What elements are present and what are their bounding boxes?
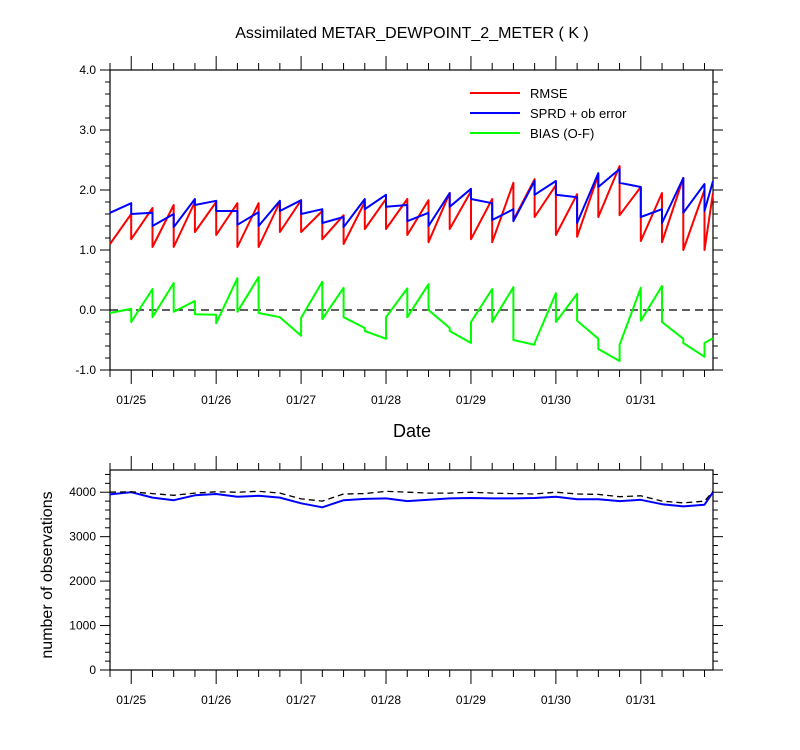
- x-tick-label: 01/25: [116, 393, 146, 407]
- series-line-1: [109, 490, 714, 504]
- legend-label-sprd: SPRD + ob error: [530, 106, 627, 121]
- x-tick-label: 01/29: [456, 393, 486, 407]
- y-tick-label: -1.0: [75, 363, 96, 377]
- y-tick-labels-bottom: 0 1000 2000 3000 4000: [69, 485, 96, 677]
- series-line-0: [109, 165, 714, 251]
- axis-ticks-bottom: [100, 456, 723, 684]
- x-tick-labels: 01/25 01/26 01/27 01/28 01/29 01/30 01/31: [116, 393, 656, 407]
- chart-title: Assimilated METAR_DEWPOINT_2_METER ( K ): [235, 25, 589, 42]
- x-tick-label: 01/28: [371, 393, 401, 407]
- x-axis-label: Date: [393, 421, 431, 441]
- rmse-bias-chart: Assimilated METAR_DEWPOINT_2_METER ( K )…: [75, 25, 723, 441]
- x-tick-label: 01/29: [456, 693, 486, 707]
- x-tick-label: 01/27: [286, 693, 316, 707]
- x-tick-label: 01/31: [626, 693, 656, 707]
- series-lines-bottom: [109, 490, 714, 509]
- x-tick-label: 01/26: [201, 693, 231, 707]
- x-tick-label: 01/25: [116, 693, 146, 707]
- series-line-0: [109, 491, 714, 509]
- y-tick-label: 3000: [69, 530, 96, 544]
- x-tick-label: 01/26: [201, 393, 231, 407]
- x-tick-label: 01/31: [626, 393, 656, 407]
- y-tick-label: 0.0: [79, 303, 96, 317]
- y-tick-label: 1.0: [79, 243, 96, 257]
- y-axis-label: number of observations: [39, 491, 56, 658]
- x-tick-label: 01/30: [541, 693, 571, 707]
- y-tick-label: 4000: [69, 485, 96, 499]
- y-tick-label: 2000: [69, 574, 96, 588]
- plot-frame-bottom: [109, 469, 714, 671]
- x-tick-labels-bottom: 01/25 01/26 01/27 01/28 01/29 01/30 01/31: [116, 693, 656, 707]
- plot-frame: [109, 69, 714, 371]
- x-tick-label: 01/30: [541, 393, 571, 407]
- series-lines: [109, 165, 714, 362]
- y-tick-labels: -1.0 0.0 1.0 2.0 3.0 4.0: [75, 63, 96, 377]
- x-tick-label: 01/27: [286, 393, 316, 407]
- legend: RMSE SPRD + ob error BIAS (O-F): [470, 86, 627, 141]
- series-line-2: [109, 276, 714, 362]
- y-tick-label: 1000: [69, 619, 96, 633]
- y-tick-label: 4.0: [79, 63, 96, 77]
- series-line-1: [109, 168, 714, 229]
- legend-label-rmse: RMSE: [530, 86, 568, 101]
- axis-ticks: [100, 56, 723, 384]
- legend-label-bias: BIAS (O-F): [530, 126, 594, 141]
- y-tick-label: 0: [89, 663, 96, 677]
- x-tick-label: 01/28: [371, 693, 401, 707]
- y-tick-label: 3.0: [79, 123, 96, 137]
- y-tick-label: 2.0: [79, 183, 96, 197]
